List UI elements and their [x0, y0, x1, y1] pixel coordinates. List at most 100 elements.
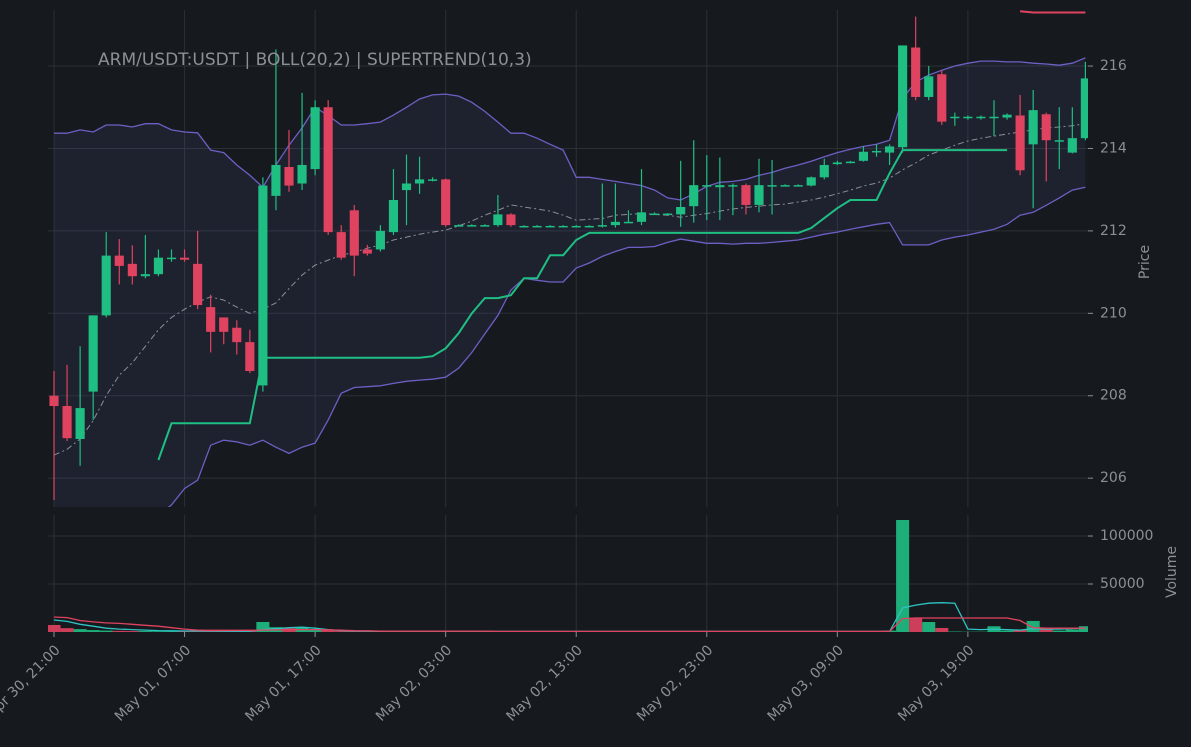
- candle-body: [389, 200, 398, 232]
- candle-body: [1002, 115, 1011, 118]
- candle-body: [102, 256, 111, 316]
- price-panel: [49, 11, 1090, 581]
- candle-body: [1055, 140, 1064, 142]
- candle-body: [350, 210, 359, 255]
- candle-body: [363, 249, 372, 253]
- x-tick-label: May 01, 07:00: [112, 642, 194, 724]
- y-axis-label: Price: [1137, 245, 1153, 279]
- candle-body: [402, 183, 411, 190]
- volume-bar: [100, 631, 113, 632]
- candle-body: [141, 274, 150, 276]
- candle-body: [989, 117, 998, 119]
- candle-body: [676, 207, 685, 214]
- candle-body: [663, 214, 672, 216]
- x-tick-label: May 02, 13:00: [504, 642, 586, 724]
- candle-body: [924, 76, 933, 97]
- candle-body: [506, 214, 515, 225]
- candle-body: [1042, 114, 1051, 140]
- candle-body: [428, 179, 437, 181]
- candle-body: [167, 258, 176, 260]
- candle-body: [872, 151, 881, 153]
- x-tick-label: May 02, 23:00: [634, 642, 716, 724]
- candle-body: [245, 342, 254, 371]
- candle-body: [76, 408, 85, 439]
- volume-bar: [152, 631, 165, 632]
- candle-body: [637, 212, 646, 221]
- candle-body: [193, 264, 202, 305]
- volume-bar: [113, 631, 126, 632]
- candle-body: [493, 214, 502, 225]
- candle-body: [297, 165, 306, 184]
- candle-body: [1029, 110, 1038, 144]
- volume-bar: [126, 631, 139, 632]
- candle-body: [49, 396, 58, 406]
- y-tick-label: 210: [1100, 305, 1127, 321]
- candle-body: [611, 222, 620, 225]
- y-tick-label: 206: [1100, 470, 1127, 486]
- y-tick-label: 216: [1100, 58, 1127, 74]
- candle-body: [781, 185, 790, 187]
- volume-bar: [47, 625, 60, 632]
- candle-body: [807, 177, 816, 185]
- candle-body: [937, 74, 946, 121]
- volume-bar: [1053, 631, 1066, 632]
- candle-body: [963, 117, 972, 119]
- candle-body: [624, 222, 633, 224]
- candle-body: [532, 226, 541, 228]
- chart-title: ARM/USDT:USDT | BOLL(20,2) | SUPERTREND(…: [98, 50, 532, 70]
- candle-body: [859, 152, 868, 161]
- volume-bar: [1066, 630, 1079, 632]
- candle-body: [206, 307, 215, 332]
- volume-bar: [1001, 631, 1014, 632]
- candle-body: [415, 179, 424, 183]
- volume-bar: [74, 629, 87, 632]
- volume-bar: [87, 630, 100, 632]
- candle-body: [715, 185, 724, 187]
- candle-body: [454, 225, 463, 227]
- candle-body: [833, 162, 842, 164]
- candle-body: [767, 185, 776, 187]
- candle-body: [598, 225, 607, 227]
- candle-body: [728, 185, 737, 187]
- y-tick-label: 208: [1100, 388, 1127, 404]
- candle-body: [62, 406, 71, 438]
- candle-body: [128, 264, 137, 276]
- candle-body: [89, 315, 98, 391]
- volume-tick-label: 50000: [1100, 576, 1145, 592]
- x-tick-label: May 03, 09:00: [765, 642, 847, 724]
- volume-bar: [61, 628, 74, 632]
- volume-bar: [139, 631, 152, 632]
- candle-body: [271, 165, 280, 196]
- candle-body: [258, 186, 267, 386]
- candle-body: [219, 317, 228, 331]
- supertrend-line: [1020, 11, 1085, 12]
- candle-body: [441, 179, 450, 225]
- volume-bar: [1027, 621, 1040, 632]
- volume-panel: [47, 520, 1091, 632]
- x-tick-label: May 03, 19:00: [895, 642, 977, 724]
- y-tick-label: 214: [1100, 140, 1127, 156]
- candle-body: [284, 167, 293, 186]
- candle-body: [572, 226, 581, 228]
- candle-body: [180, 258, 189, 260]
- candle-body: [324, 107, 333, 232]
- candle-body: [794, 185, 803, 187]
- candle-body: [820, 165, 829, 177]
- candle-body: [480, 225, 489, 227]
- candle-body: [650, 214, 659, 216]
- candle-body: [950, 117, 959, 119]
- candle-body: [846, 162, 855, 164]
- volume-tick-label: 100000: [1100, 528, 1153, 544]
- candle-body: [154, 258, 163, 274]
- candle-body: [232, 328, 241, 342]
- candle-body: [754, 185, 763, 205]
- volume-axis-label: Volume: [1164, 546, 1180, 598]
- candle-body: [976, 117, 985, 119]
- candle-body: [911, 48, 920, 97]
- candle-body: [467, 225, 476, 227]
- candle-body: [519, 226, 528, 228]
- volume-bar: [922, 622, 935, 632]
- candle-body: [337, 232, 346, 258]
